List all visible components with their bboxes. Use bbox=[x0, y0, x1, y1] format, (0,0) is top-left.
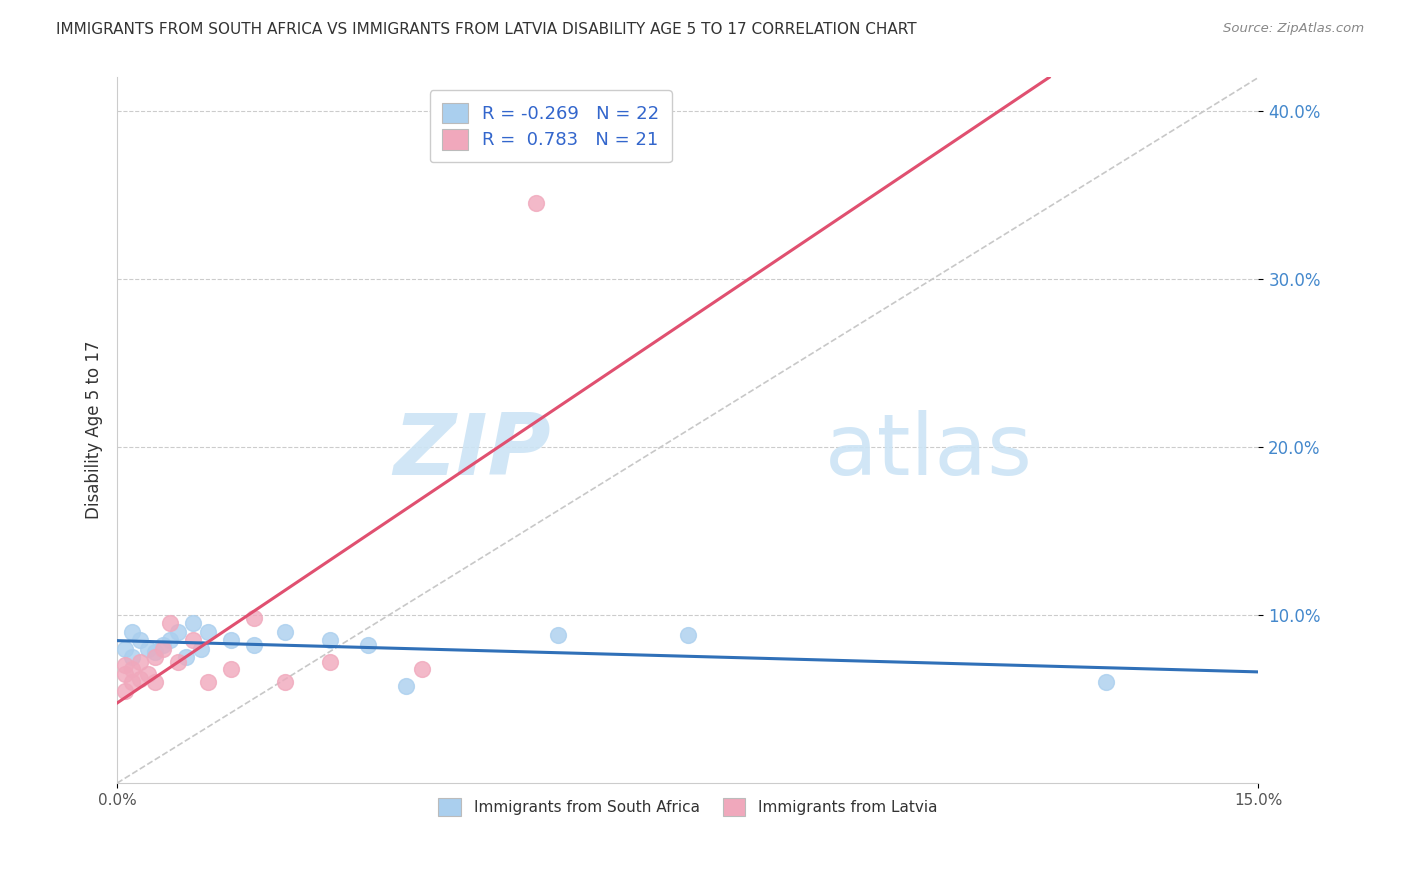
Point bbox=[357, 638, 380, 652]
Point bbox=[121, 675, 143, 690]
Point bbox=[159, 616, 181, 631]
Point bbox=[221, 633, 243, 648]
Point bbox=[129, 633, 152, 648]
Point bbox=[221, 662, 243, 676]
Point bbox=[152, 638, 174, 652]
Point bbox=[411, 662, 433, 676]
Point bbox=[129, 655, 152, 669]
Text: Source: ZipAtlas.com: Source: ZipAtlas.com bbox=[1223, 22, 1364, 36]
Point bbox=[547, 628, 569, 642]
Y-axis label: Disability Age 5 to 17: Disability Age 5 to 17 bbox=[86, 341, 103, 519]
Point bbox=[136, 666, 159, 681]
Point bbox=[152, 641, 174, 656]
Point bbox=[190, 641, 212, 656]
Point bbox=[181, 616, 204, 631]
Point bbox=[114, 658, 136, 673]
Text: IMMIGRANTS FROM SOUTH AFRICA VS IMMIGRANTS FROM LATVIA DISABILITY AGE 5 TO 17 CO: IMMIGRANTS FROM SOUTH AFRICA VS IMMIGRAN… bbox=[56, 22, 917, 37]
Point bbox=[167, 655, 190, 669]
Point bbox=[143, 650, 166, 665]
Point bbox=[174, 650, 197, 665]
Point bbox=[524, 196, 547, 211]
Point bbox=[143, 645, 166, 659]
Point bbox=[243, 638, 266, 652]
Text: ZIP: ZIP bbox=[394, 410, 551, 493]
Point bbox=[136, 641, 159, 656]
Point bbox=[121, 624, 143, 639]
Point bbox=[1095, 675, 1118, 690]
Point bbox=[159, 633, 181, 648]
Point bbox=[676, 628, 699, 642]
Point bbox=[114, 641, 136, 656]
Legend: Immigrants from South Africa, Immigrants from Latvia: Immigrants from South Africa, Immigrants… bbox=[429, 789, 946, 825]
Point bbox=[243, 611, 266, 625]
Point bbox=[181, 633, 204, 648]
Point bbox=[121, 662, 143, 676]
Text: atlas: atlas bbox=[825, 410, 1033, 493]
Point bbox=[121, 650, 143, 665]
Point bbox=[114, 666, 136, 681]
Point bbox=[273, 624, 295, 639]
Point bbox=[143, 675, 166, 690]
Point bbox=[114, 683, 136, 698]
Point bbox=[319, 633, 342, 648]
Point bbox=[167, 624, 190, 639]
Point bbox=[273, 675, 295, 690]
Point bbox=[395, 679, 418, 693]
Point bbox=[197, 675, 219, 690]
Point bbox=[197, 624, 219, 639]
Point bbox=[129, 672, 152, 686]
Point bbox=[319, 655, 342, 669]
